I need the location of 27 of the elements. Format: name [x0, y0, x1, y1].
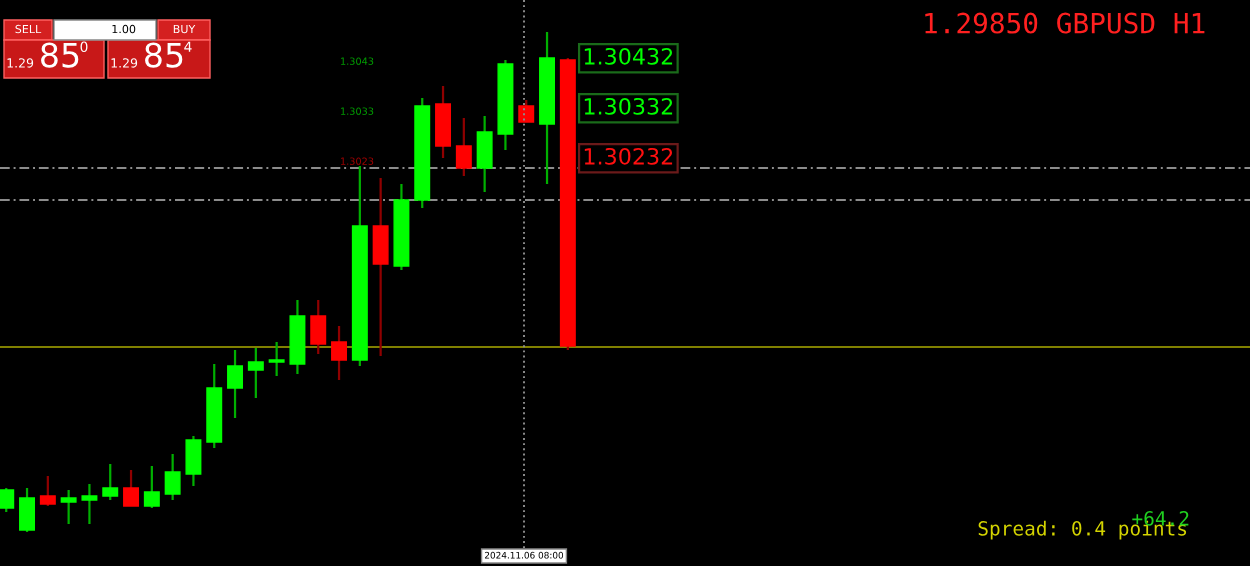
candlestick — [227, 348, 244, 420]
candlestick — [185, 434, 202, 488]
candlestick — [310, 298, 327, 356]
annotation: 85 — [41, 42, 79, 68]
candlestick — [289, 298, 306, 376]
y-tick-label: 1.30332 — [584, 97, 673, 115]
candlestick — [19, 486, 36, 534]
candlestick — [102, 462, 119, 502]
candlestick — [331, 324, 348, 382]
annotation: 85 — [145, 42, 183, 68]
y-tick-label: 1.30432 — [584, 47, 673, 65]
y-tick-label: 1.30232 — [584, 147, 673, 165]
candlestick — [0, 486, 15, 514]
candlestick — [268, 340, 285, 378]
candlestick — [81, 482, 98, 526]
candlestick — [247, 346, 264, 400]
candlestick — [476, 114, 493, 194]
candlestick — [143, 464, 160, 510]
candlestick — [60, 488, 77, 526]
text: 1.29850 GBPUSD H1 — [925, 12, 1205, 34]
candlestick — [164, 452, 181, 502]
candlestick — [372, 176, 389, 358]
candlestick — [518, 98, 535, 124]
candlestick — [123, 468, 140, 508]
candlestick — [455, 116, 472, 178]
candlestick — [435, 84, 452, 160]
candlestick — [39, 474, 56, 508]
